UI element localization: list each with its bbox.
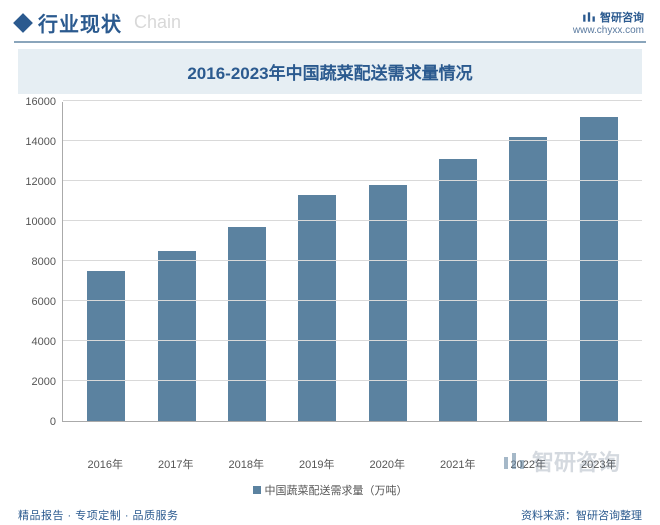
diamond-icon: [13, 13, 33, 33]
y-tick-label: 0: [50, 416, 56, 428]
x-axis: 2016年 2017年 2018年 2019年 2020年 2021年 2022年 2023年: [62, 456, 642, 472]
y-tick-label: 12000: [25, 176, 56, 188]
y-tick-label: 10000: [25, 216, 56, 228]
bar: [228, 227, 266, 421]
bar: [87, 271, 125, 421]
bar: [158, 251, 196, 421]
x-tick-label: 2020年: [368, 456, 406, 472]
y-tick-label: 8000: [32, 256, 56, 268]
grid-line: [63, 300, 642, 301]
x-tick-label: 2023年: [580, 456, 618, 472]
grid-line: [63, 260, 642, 261]
grid-line: [63, 340, 642, 341]
y-tick-label: 6000: [32, 296, 56, 308]
bar: [439, 159, 477, 421]
y-axis: 0200040006000800010000120001400016000: [18, 102, 62, 422]
bar: [298, 195, 336, 421]
ghost-text: Chain: [134, 12, 181, 33]
footer: 精品报告 · 专项定制 · 品质服务 资料来源：智研咨询整理: [0, 507, 660, 523]
plot-inner: [62, 102, 642, 422]
grid-line: [63, 140, 642, 141]
chart-title-bar: 2016-2023年中国蔬菜配送需求量情况: [18, 49, 642, 94]
x-tick-label: 2017年: [157, 456, 195, 472]
footer-left: 精品报告 · 专项定制 · 品质服务: [18, 507, 179, 523]
plot: 0200040006000800010000120001400016000: [18, 102, 642, 452]
grid-line: [63, 100, 642, 101]
y-tick-label: 16000: [25, 96, 56, 108]
grid-line: [63, 220, 642, 221]
bars-container: [63, 102, 642, 421]
brand-row: 智研咨询: [573, 9, 644, 25]
legend: 中国蔬菜配送需求量（万吨）: [18, 482, 642, 498]
chart-title: 2016-2023年中国蔬菜配送需求量情况: [187, 64, 472, 83]
footer-right: 资料来源：智研咨询整理: [521, 507, 642, 523]
brand-name: 智研咨询: [600, 9, 644, 25]
x-tick-label: 2021年: [439, 456, 477, 472]
legend-swatch: [253, 486, 261, 494]
x-tick-label: 2016年: [86, 456, 124, 472]
grid-line: [63, 180, 642, 181]
brand-url: www.chyxx.com: [573, 25, 644, 36]
legend-label: 中国蔬菜配送需求量（万吨）: [265, 482, 408, 498]
page-section-title: 行业现状: [38, 8, 122, 37]
x-tick-label: 2018年: [227, 456, 265, 472]
x-tick-label: 2019年: [298, 456, 336, 472]
y-tick-label: 4000: [32, 336, 56, 348]
header: 行业现状 Chain 智研咨询 www.chyxx.com: [0, 0, 660, 41]
brand-logo-icon: [582, 10, 596, 24]
y-tick-label: 14000: [25, 136, 56, 148]
x-tick-label: 2022年: [509, 456, 547, 472]
header-left: 行业现状 Chain: [16, 8, 181, 37]
chart-area: 2016-2023年中国蔬菜配送需求量情况 0 2000 4000 6000 8000 1…: [0, 43, 660, 498]
bar: [580, 117, 618, 421]
header-right: 智研咨询 www.chyxx.com: [573, 9, 644, 36]
y-tick-label: 2000: [32, 376, 56, 388]
grid-line: [63, 380, 642, 381]
